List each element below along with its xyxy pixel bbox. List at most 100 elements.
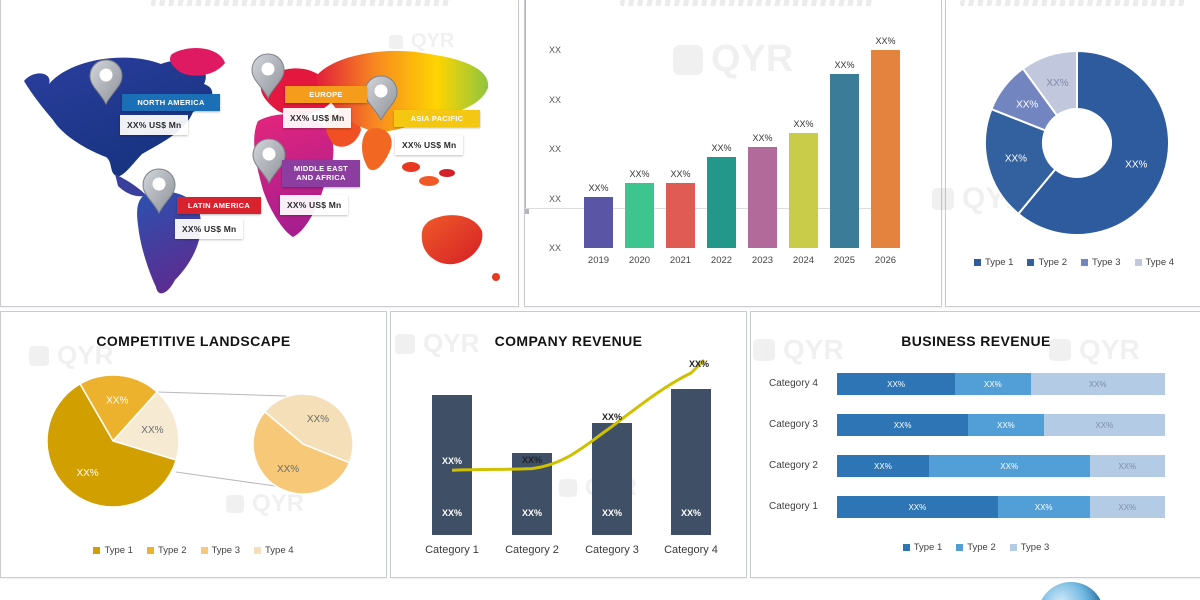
bar-value-label-2024: XX% (793, 119, 814, 130)
donut-legend-item-1: Type 1 (973, 257, 1013, 268)
business-row-label-1: Category 4 (769, 378, 818, 389)
business-row-bar-3: XX% XX% XX% (837, 455, 1165, 477)
x-tick-label-2021: 2021 (669, 255, 692, 266)
map-greenland (169, 48, 225, 76)
business-segment-category-3-type-3: XX% (1043, 414, 1165, 436)
company-bar-label-2: XX% (521, 508, 543, 518)
y-tick-mark-1 (525, 209, 529, 210)
business-row-label-4: Category 1 (769, 501, 818, 512)
y-tick-label-5: XX (548, 45, 561, 55)
x-tick-label-2020: 2020 (628, 255, 651, 266)
donut-legend-label-4: Type 4 (1145, 257, 1175, 268)
panel-market-by-region: QYR (0, 0, 519, 307)
donut-legend-marker-2 (1027, 259, 1035, 266)
donut-legend-item-3: Type 3 (1081, 257, 1121, 268)
donut-slice-label-type-2: XX% (1005, 154, 1027, 165)
secondary-pie-label-1: XX% (307, 414, 329, 425)
business-segment-category-2-type-3: XX% (1089, 455, 1165, 477)
competitive-legend-marker-4 (254, 547, 262, 554)
business-segment-category-4-type-3: XX% (1030, 373, 1165, 395)
business-legend-marker-2 (956, 544, 964, 551)
competitive-legend-item-4: Type 4 (254, 545, 294, 556)
panel-market-growth: QYR XX XX XX XX XX XX% 2019 XX% 2020 XX% 2021 XX% 20… (524, 0, 942, 307)
business-segment-category-3-type-1: XX% (837, 414, 969, 436)
main-pie-label-2: XX% (141, 425, 163, 436)
company-bar-label-4: XX% (680, 508, 702, 518)
company-bar-label-3: XX% (601, 508, 623, 518)
business-legend-marker-1 (902, 544, 910, 551)
region-value-chip-5: XX% US$ Mn (175, 219, 244, 239)
x-tick-label-2023: 2023 (751, 255, 774, 266)
cutoff-panel-title (151, 0, 451, 6)
business-segment-category-4-type-2: XX% (955, 373, 1031, 395)
x-axis-line (525, 208, 875, 209)
business-row-bar-4: XX% XX% XX% (837, 496, 1165, 518)
y-tick-mark-2 (525, 210, 529, 211)
region-badge-north-america: NORTH AMERICA (122, 94, 220, 112)
donut-legend-marker-4 (1134, 259, 1142, 266)
secondary-pie-slice-2 (252, 410, 351, 495)
region-badge-middle-east-and-africa: MIDDLE EAST AND AFRICA (282, 160, 360, 187)
company-x-label-2: Category 2 (505, 544, 559, 556)
competitive-legend-label-3: Type 3 (211, 545, 241, 556)
bar-2021 (666, 182, 695, 248)
company-line-label-3: XX% (601, 412, 623, 423)
bar-2023 (748, 147, 777, 248)
competitive-legend-item-3: Type 3 (200, 545, 241, 556)
business-segment-category-3-type-2: XX% (968, 414, 1044, 436)
business-segment-category-2-type-1: XX% (837, 455, 929, 477)
y-tick-mark-3 (525, 211, 529, 212)
business-segment-category-2-type-2: XX% (928, 455, 1090, 477)
region-value-chip-2: XX% US$ Mn (283, 108, 352, 128)
competitive-legend-item-1: Type 1 (93, 545, 133, 556)
bar-2022 (707, 156, 736, 248)
competitive-landscape-pie-chart: XX% XX% XX% XX% XX% (46, 374, 354, 508)
competitive-legend-item-2: Type 2 (146, 545, 187, 556)
map-se-asia-1 (402, 162, 420, 172)
bar-value-label-2019: XX% (588, 182, 609, 193)
cutoff-panel-title (960, 0, 1186, 6)
company-x-label-4: Category 4 (664, 544, 718, 556)
secondary-pie-slice-1 (263, 393, 354, 464)
donut-legend-label-3: Type 3 (1092, 257, 1121, 268)
bar-value-label-2021: XX% (670, 168, 691, 179)
bar-2025 (830, 73, 859, 248)
business-legend-label-3: Type 3 (1020, 542, 1050, 553)
map-se-asia-3 (439, 169, 455, 177)
y-tick-label-1: XX (548, 243, 561, 253)
competitive-legend-label-2: Type 2 (157, 545, 187, 556)
bar-value-label-2026: XX% (875, 36, 896, 46)
business-legend-label-2: Type 2 (967, 542, 996, 553)
business-legend-marker-3 (1009, 544, 1017, 551)
region-badge-latin-america: LATIN AMERICA (177, 197, 261, 215)
region-badge-europe: EUROPE (285, 86, 367, 104)
map-new-zealand (492, 273, 500, 281)
company-bar-3 (592, 422, 632, 535)
x-tick-label-2026: 2026 (874, 255, 897, 266)
donut-slice-label-type-1: XX% (1125, 159, 1147, 170)
type-share-donut-chart: XX% XX% XX% XX% (984, 49, 1170, 236)
panel-competitive-landscape: COMPETITIVE LANDSCAPE QYR QYR XX% XX% XX% X… (0, 311, 387, 578)
business-row-bar-1: XX% XX% XX% (837, 373, 1165, 395)
pie-connector-top (156, 391, 287, 397)
region-badge-asia-pacific: ASIA PACIFIC (394, 110, 480, 128)
company-line-label-2: XX% (521, 454, 543, 465)
bar-2020 (625, 182, 654, 248)
donut-slice-type-2 (984, 107, 1057, 216)
globe-logo (1038, 582, 1104, 600)
competitive-landscape-legend: Type 1 Type 2 Type 3 Type 4 (1, 545, 386, 556)
panel-business-revenue: BUSINESS REVENUE QYR QYR Category 4 XX% XX… (750, 311, 1200, 578)
company-trend-line (451, 358, 706, 472)
yearly-growth-bar-chart: XX XX XX XX XX XX% 2019 XX% 2020 XX% 2021 XX% 2022 XX… (525, 0, 943, 307)
business-legend-item-2: Type 2 (956, 542, 996, 553)
competitive-legend-label-1: Type 1 (104, 545, 133, 556)
company-bar-label-1: XX% (441, 508, 463, 518)
donut-legend-marker-1 (973, 259, 981, 266)
y-axis-line (525, 0, 526, 208)
business-segment-category-1-type-1: XX% (837, 496, 998, 518)
bar-value-label-2025: XX% (834, 59, 855, 70)
y-tick-label-2: XX (548, 193, 561, 204)
x-tick-label-2022: 2022 (710, 255, 733, 266)
business-legend-label-1: Type 1 (913, 542, 943, 553)
company-trend-line-svg (451, 358, 706, 472)
